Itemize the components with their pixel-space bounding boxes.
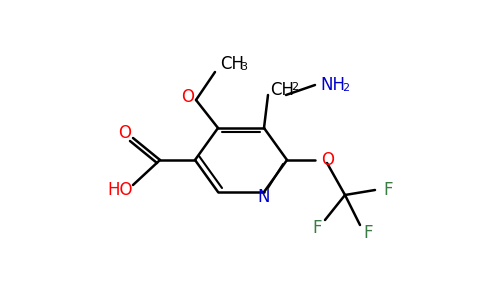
Text: O: O (182, 88, 195, 106)
Text: 2: 2 (342, 83, 349, 93)
Text: CH: CH (270, 81, 294, 99)
Text: N: N (258, 188, 270, 206)
Text: 3: 3 (240, 62, 247, 72)
Text: HO: HO (107, 181, 133, 199)
Text: F: F (383, 181, 393, 199)
Text: O: O (119, 124, 132, 142)
Text: F: F (312, 219, 322, 237)
Text: CH: CH (220, 55, 244, 73)
Text: F: F (363, 224, 373, 242)
Text: O: O (321, 151, 334, 169)
Text: 2: 2 (291, 82, 298, 92)
Text: NH: NH (320, 76, 345, 94)
